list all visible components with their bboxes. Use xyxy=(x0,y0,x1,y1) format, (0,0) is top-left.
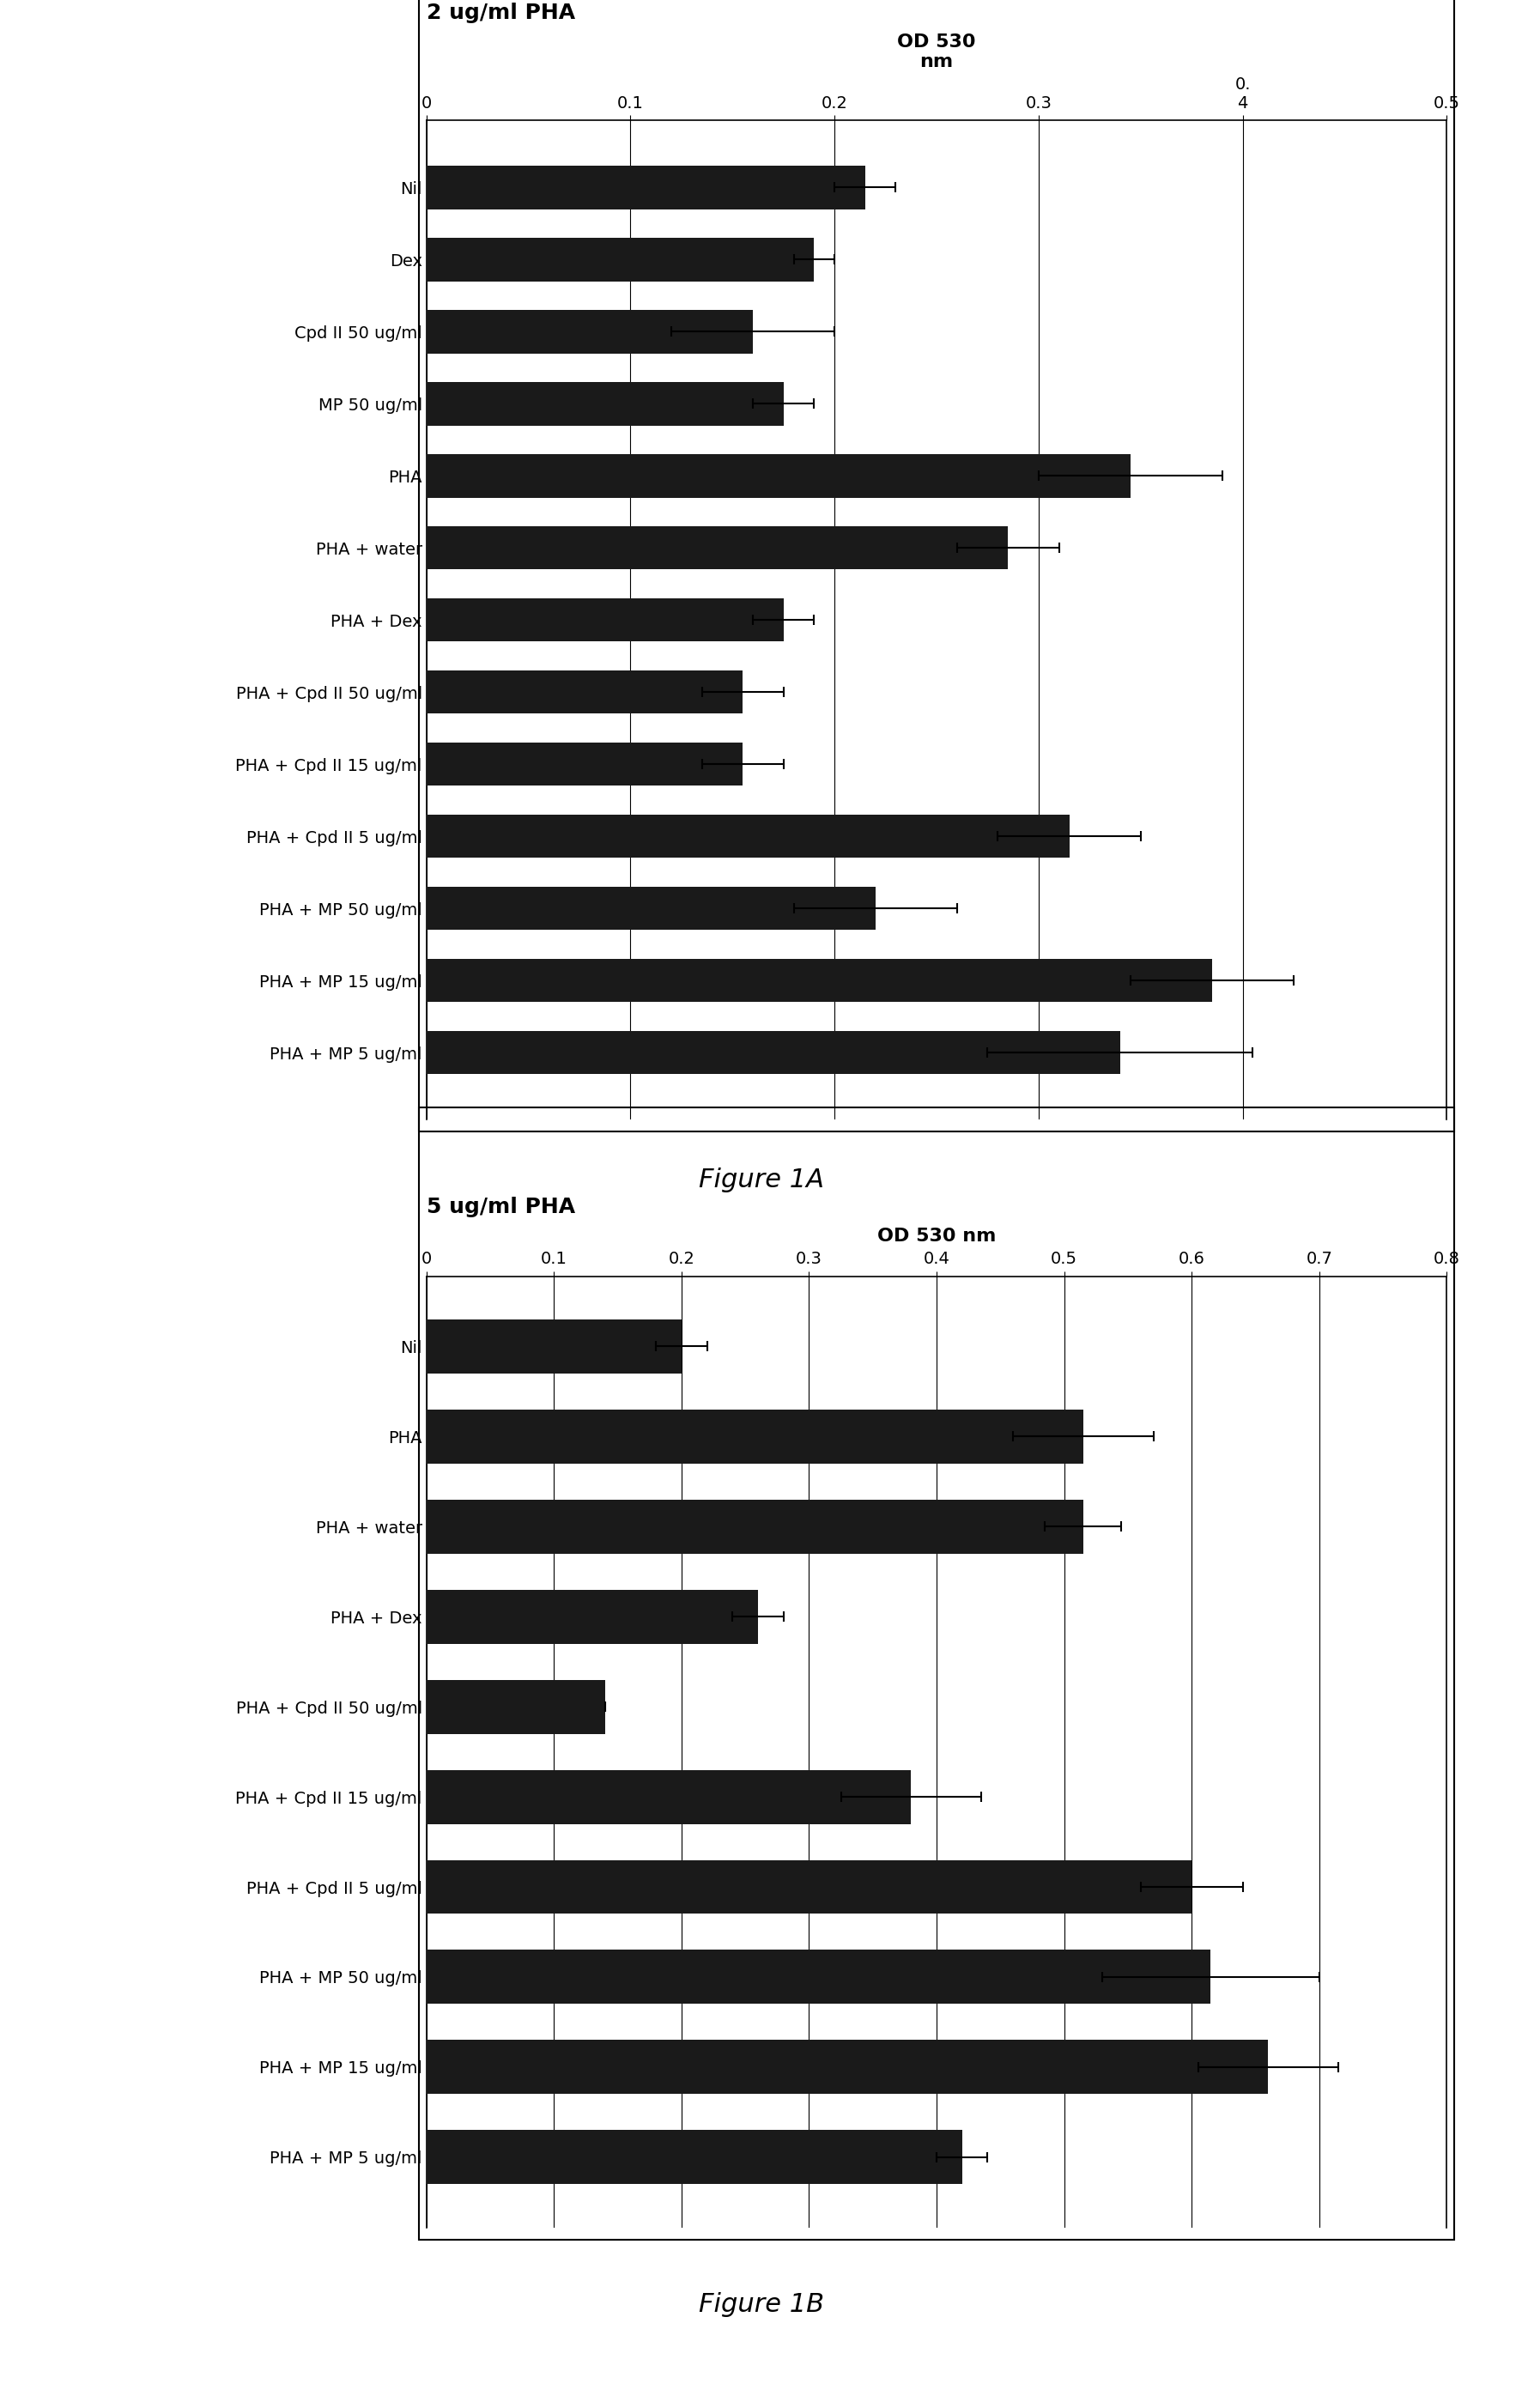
Bar xyxy=(426,1770,910,1823)
Bar xyxy=(426,1950,1210,2003)
Bar xyxy=(426,455,1129,498)
Bar xyxy=(426,238,814,282)
Bar xyxy=(426,742,743,785)
X-axis label: OD 530
nm: OD 530 nm xyxy=(896,34,976,70)
Bar xyxy=(426,1589,758,1645)
Text: 2 ug/ml PHA: 2 ug/ml PHA xyxy=(426,2,575,24)
Bar xyxy=(426,1031,1120,1074)
Bar xyxy=(426,1409,1082,1464)
Bar xyxy=(426,311,752,354)
Bar xyxy=(426,958,1212,1002)
Bar xyxy=(426,1681,604,1734)
Bar xyxy=(426,527,1008,571)
Text: Figure 1A: Figure 1A xyxy=(699,1168,823,1192)
Bar xyxy=(426,600,782,641)
Bar xyxy=(426,669,743,713)
Bar xyxy=(426,2040,1268,2095)
Text: Figure 1B: Figure 1B xyxy=(699,2292,823,2316)
Bar xyxy=(426,1859,1190,1914)
Bar xyxy=(426,814,1068,857)
Bar xyxy=(426,383,782,426)
Bar xyxy=(426,166,864,209)
X-axis label: OD 530 nm: OD 530 nm xyxy=(877,1228,995,1245)
Bar xyxy=(426,1500,1082,1553)
Bar xyxy=(426,2131,962,2184)
Text: 5 ug/ml PHA: 5 ug/ml PHA xyxy=(426,1197,575,1218)
Bar xyxy=(426,886,875,929)
Bar xyxy=(426,1320,682,1373)
